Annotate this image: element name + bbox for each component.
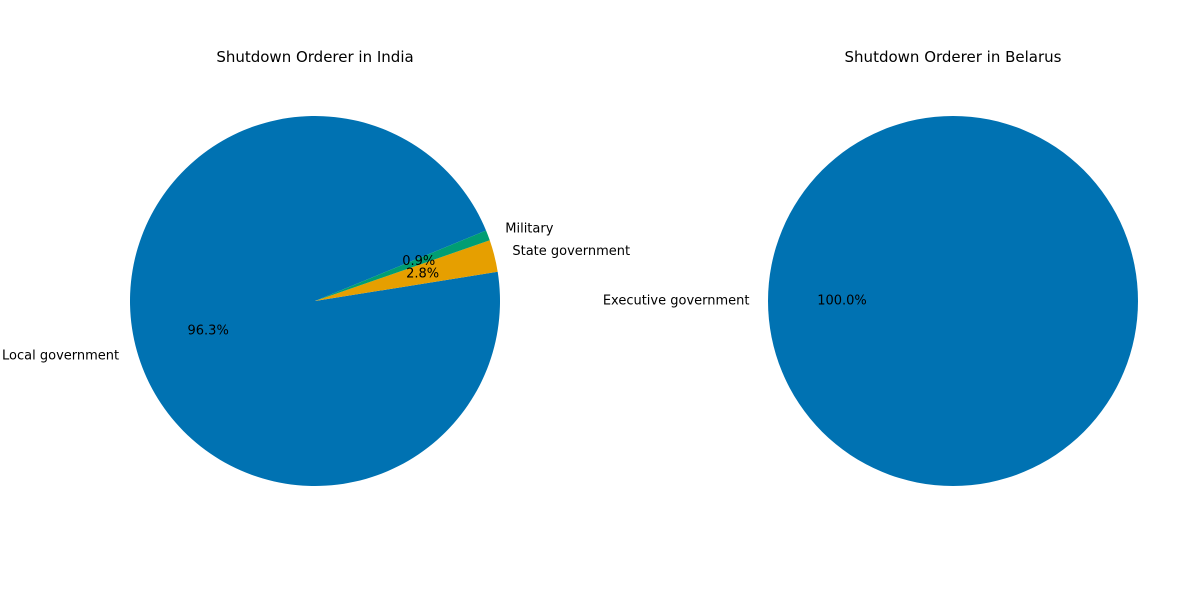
belarus-chart-title: Shutdown Orderer in Belarus (845, 48, 1062, 66)
belarus-slices (768, 116, 1138, 486)
india-slice-local-government (130, 116, 501, 487)
india-pct-local-government: 96.3% (188, 324, 229, 339)
india-labels: Local government 96.3% State government 2.8… (2, 221, 630, 363)
belarus-pie-chart: Shutdown Orderer in Belarus Executive go… (603, 48, 1138, 486)
india-pie-chart: Shutdown Orderer in India Local governme… (2, 48, 630, 487)
india-label-local-government: Local government (2, 349, 119, 364)
india-slices (130, 116, 501, 487)
india-chart-title: Shutdown Orderer in India (216, 48, 413, 66)
india-slice-state-government (315, 240, 498, 301)
india-pct-state-government: 2.8% (406, 266, 439, 281)
belarus-slice-executive-government (768, 116, 1138, 486)
india-pct-military: 0.9% (402, 254, 435, 269)
india-label-state-government: State government (512, 244, 630, 259)
belarus-label-executive-government: Executive government (603, 294, 750, 309)
india-label-military: Military (505, 221, 553, 236)
india-slice-military (315, 230, 490, 301)
belarus-pct-executive-government: 100.0% (817, 294, 867, 309)
belarus-labels: Executive government 100.0% (603, 294, 867, 309)
